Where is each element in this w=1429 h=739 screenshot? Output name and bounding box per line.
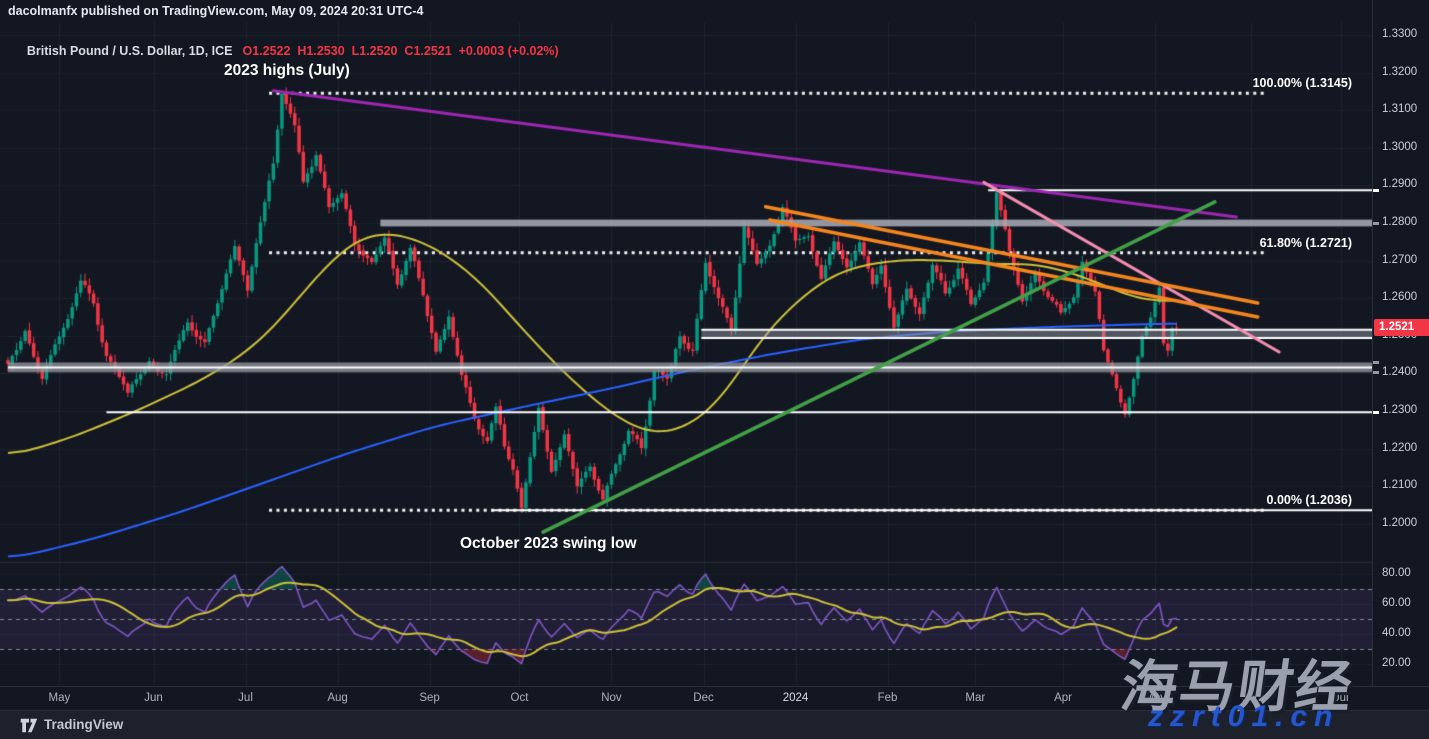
price-axis-label: 1.2100: [1382, 479, 1418, 492]
annotation-2023-highs: 2023 highs (July): [224, 62, 350, 79]
fib-label-61.8: 61.80% (1.2721): [1259, 235, 1352, 250]
time-axis-label: Jun: [1242, 692, 1261, 704]
drawing-level-axis-mark: [1373, 222, 1379, 225]
time-axis-label: Apr: [1054, 692, 1072, 704]
price-axis[interactable]: 1.3300 1.3200 1.3100 1.3000 1.2900 1.2800 1.27…: [1372, 0, 1429, 686]
price-axis-label: 1.2900: [1382, 178, 1418, 191]
footer-bar: TradingView: [0, 710, 1429, 739]
rsi-axis-label: 60.00: [1382, 597, 1411, 609]
time-axis-label: Mar: [965, 692, 986, 704]
time-axis-label: Sep: [419, 692, 440, 704]
time-axis-label: Dec: [693, 692, 714, 704]
fib-label-100: 100.00% (1.3145): [1252, 76, 1352, 91]
time-axis-label: Feb: [877, 692, 898, 704]
price-axis-label: 1.2800: [1382, 216, 1418, 228]
price-axis-label: 1.3100: [1382, 103, 1418, 116]
time-axis-label: Oct: [510, 692, 529, 704]
time-axis-label: Jun: [144, 692, 163, 704]
time-axis-label: May: [1144, 692, 1166, 704]
ohlc-values: O1.2522 H1.2530 L1.2520 C1.2521 +0.0003 …: [242, 44, 559, 58]
published-text: dacolmanfx published on TradingView.com,…: [8, 4, 424, 18]
price-axis-label: 1.3000: [1382, 140, 1418, 153]
price-axis-label: 1.2000: [1382, 516, 1418, 529]
price-axis-label: 1.2300: [1382, 404, 1418, 416]
time-axis-label: Jul: [1333, 692, 1349, 704]
time-axis-label: Nov: [601, 692, 622, 704]
drawing-level-axis-mark: [1373, 371, 1379, 375]
symbol-legend[interactable]: British Pound / U.S. Dollar, 1D, ICE O1.2…: [13, 30, 559, 72]
fib-label-0: 0.00% (1.2036): [1266, 493, 1352, 508]
price-axis-label: 1.2200: [1382, 441, 1418, 454]
published-bar: dacolmanfx published on TradingView.com,…: [8, 4, 423, 18]
tradingview-logo-icon[interactable]: [20, 717, 38, 734]
rsi-axis-label: 40.00: [1382, 627, 1411, 639]
time-axis-label: May: [48, 692, 71, 704]
drawing-level-axis-mark: [1373, 411, 1379, 415]
drawing-level-axis-mark: [1373, 189, 1379, 193]
price-axis-label: 1.3300: [1382, 28, 1418, 40]
time-axis[interactable]: May Jun Jul Aug Sep Oct Nov Dec 2024 Feb Mar Apr May…: [0, 686, 1429, 711]
symbol-title[interactable]: British Pound / U.S. Dollar, 1D, ICE: [26, 44, 233, 58]
time-axis-label: Jul: [238, 692, 253, 704]
rsi-axis-label: 20.00: [1382, 657, 1411, 669]
drawing-level-axis-mark: [1373, 361, 1379, 365]
annotation-october-swing-low: October 2023 swing low: [460, 535, 637, 552]
price-axis-label: 1.2400: [1382, 366, 1418, 379]
price-axis-label: 1.2600: [1382, 291, 1418, 304]
price-axis-label: 1.3200: [1382, 65, 1418, 78]
time-axis-label: Aug: [327, 692, 348, 704]
rsi-axis-label: 80.00: [1382, 567, 1411, 579]
last-price-tag: 1.2521: [1374, 319, 1429, 337]
chart-canvas[interactable]: [0, 22, 1372, 686]
watermark-url: zzrt01.cn: [1148, 700, 1340, 733]
tradingview-brand[interactable]: TradingView: [44, 717, 124, 732]
price-axis-label: 1.2700: [1382, 253, 1418, 266]
time-axis-label: 2024: [782, 692, 809, 704]
